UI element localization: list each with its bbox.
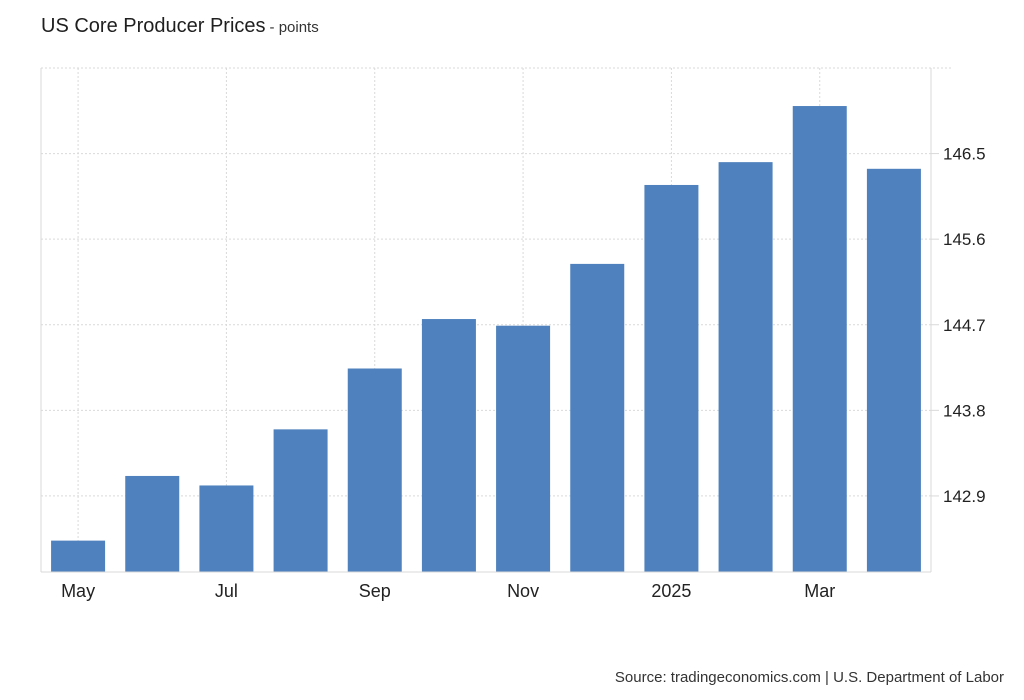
x-tick-label: 2025 — [651, 581, 691, 601]
chart-subtitle: - points — [269, 19, 319, 36]
source-credit: Source: tradingeconomics.com | U.S. Depa… — [614, 669, 1004, 686]
bar-jan-2025[interactable] — [644, 184, 699, 572]
y-tick-label: 142.9 — [943, 487, 986, 506]
y-axis-ticks: 142.9 143.8 144.7 145.6 146.5 — [931, 145, 986, 506]
x-axis-ticks: May Jul Sep Nov 2025 Mar — [41, 571, 931, 601]
chart-title: US Core Producer Prices — [41, 15, 266, 37]
bar-aug-2024[interactable] — [273, 429, 328, 572]
x-tick-label: May — [61, 581, 95, 601]
x-tick-label: Nov — [507, 581, 539, 601]
bars — [51, 106, 921, 573]
x-tick-label: Jul — [215, 581, 238, 601]
y-tick-label: 146.5 — [943, 145, 986, 164]
bar-feb-2025[interactable] — [718, 162, 773, 572]
bar-mar-2025[interactable] — [792, 106, 847, 573]
bar-sep-2024[interactable] — [347, 368, 402, 572]
bar-jul-2024[interactable] — [199, 485, 254, 572]
bar-nov-2024[interactable] — [496, 325, 551, 572]
bar-apr-2025[interactable] — [866, 168, 921, 573]
bar-may-2024[interactable] — [51, 540, 106, 572]
y-tick-label: 144.7 — [943, 316, 986, 335]
bar-oct-2024[interactable] — [421, 319, 476, 572]
grid-lines — [40, 67, 951, 572]
y-tick-label: 143.8 — [943, 401, 986, 420]
y-tick-label: 145.6 — [943, 230, 986, 249]
chart-title-row: US Core Producer Prices - points — [41, 15, 319, 38]
bar-dec-2024[interactable] — [570, 263, 625, 572]
bar-jun-2024[interactable] — [125, 475, 180, 572]
x-tick-label: Mar — [804, 581, 835, 601]
x-tick-label: Sep — [359, 581, 391, 601]
